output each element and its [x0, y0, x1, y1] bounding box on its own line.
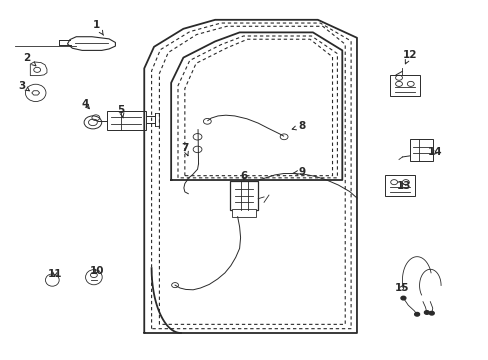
Text: 1: 1 — [93, 20, 103, 35]
FancyBboxPatch shape — [106, 111, 145, 130]
Circle shape — [400, 296, 405, 300]
Text: 10: 10 — [89, 266, 104, 276]
Text: 14: 14 — [427, 147, 442, 157]
FancyBboxPatch shape — [389, 75, 419, 96]
Text: 7: 7 — [181, 143, 188, 156]
Text: 8: 8 — [292, 121, 305, 131]
Circle shape — [414, 312, 419, 316]
FancyBboxPatch shape — [409, 139, 432, 161]
Text: 6: 6 — [241, 171, 247, 181]
Text: 12: 12 — [402, 50, 416, 64]
Text: 13: 13 — [396, 181, 410, 191]
Text: 15: 15 — [394, 283, 408, 293]
Text: 4: 4 — [81, 99, 89, 109]
Text: 5: 5 — [118, 105, 124, 118]
Circle shape — [424, 311, 428, 314]
Text: 9: 9 — [292, 167, 305, 177]
Text: 11: 11 — [47, 269, 62, 279]
Circle shape — [428, 311, 433, 315]
FancyBboxPatch shape — [229, 181, 258, 210]
Text: 3: 3 — [19, 81, 29, 91]
FancyBboxPatch shape — [231, 209, 256, 217]
Text: 2: 2 — [23, 53, 36, 66]
FancyBboxPatch shape — [385, 175, 414, 196]
